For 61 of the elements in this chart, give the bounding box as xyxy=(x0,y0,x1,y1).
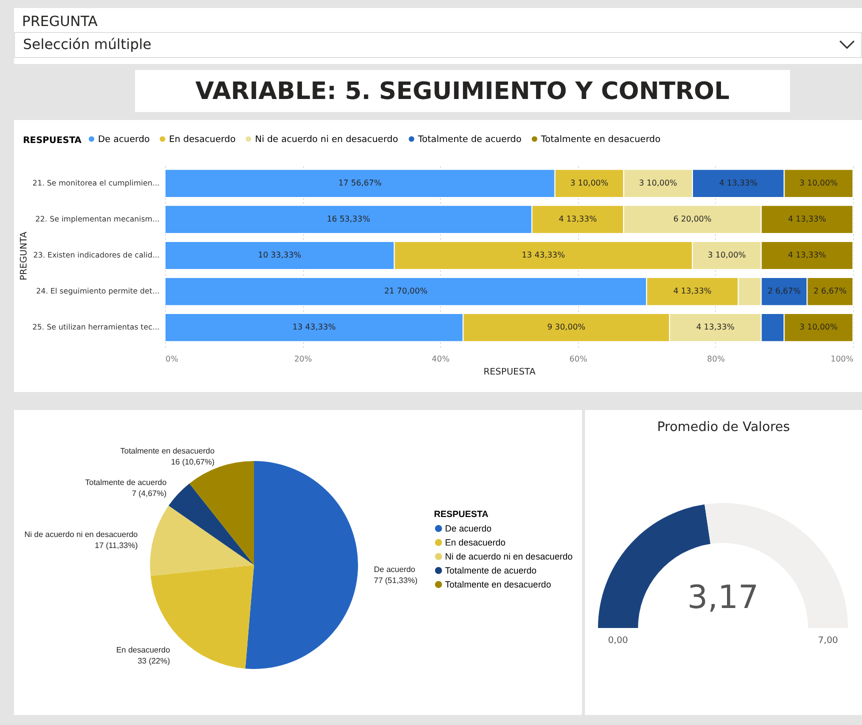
legend-label: Totalmente de acuerdo xyxy=(417,134,522,145)
x-tick-label: 40% xyxy=(432,354,450,364)
data-label: 4 13,33% xyxy=(788,214,827,224)
x-tick-label: 60% xyxy=(569,354,588,364)
slice-label: Ni de acuerdo ni en desacuerdo xyxy=(24,530,138,540)
text: VARIABLE: 5. SEGUIMIENTO Y CONTROL xyxy=(135,70,790,112)
data-label: 3 10,00% xyxy=(799,322,838,332)
data-label: 4 13,33% xyxy=(558,214,598,224)
data-label: 6 20,00% xyxy=(673,214,712,224)
data-label: 4 13,33% xyxy=(788,250,827,260)
legend-label: De acuerdo xyxy=(445,524,492,534)
legend-title: RESPUESTA xyxy=(23,136,82,146)
data-label: 2 6,67% xyxy=(814,286,847,296)
slice-label: Totalmente en desacuerdo xyxy=(120,446,216,456)
data-label: 16 53,33% xyxy=(326,214,370,224)
legend-label: En desacuerdo xyxy=(169,134,236,145)
legend-label: Ni de acuerdo ni en desacuerdo xyxy=(255,134,399,145)
legend-title: RESPUESTA xyxy=(434,509,489,519)
slice-label: En desacuerdo xyxy=(116,646,171,655)
data-label: 2 6,67% xyxy=(768,286,802,296)
chart-title: Promedio de Valores xyxy=(657,420,790,435)
data-label: 4 13,33% xyxy=(696,322,735,332)
legend-label: Ni de acuerdo ni en desacuerdo xyxy=(445,552,573,562)
legend-label: Totalmente de acuerdo xyxy=(445,566,537,576)
pie-slice xyxy=(150,506,254,576)
text: 0,00 xyxy=(608,636,628,646)
legend-label: En desacuerdo xyxy=(445,538,506,548)
data-label: 16 (10,67%) xyxy=(170,458,215,467)
pie-slice xyxy=(245,461,358,669)
data-label: 77 (51,33%) xyxy=(374,576,418,586)
data-label: 10 33,33% xyxy=(258,250,302,260)
slice-label: Totalmente de acuerdo xyxy=(85,478,168,487)
pie-slice xyxy=(168,483,254,565)
data-label: 13 43,33% xyxy=(292,322,336,332)
data-label: 21 70,00% xyxy=(384,286,428,296)
data-label: 4 13,33% xyxy=(719,178,758,188)
text: Selección múltiple xyxy=(23,37,152,53)
x-axis-title: RESPUESTA xyxy=(483,368,536,378)
data-label: 9 30,00% xyxy=(547,322,586,332)
data-label: 7 (4,67%) xyxy=(132,488,167,498)
slice-label: De acuerdo xyxy=(374,565,416,574)
data-label: 3 10,00% xyxy=(708,250,746,260)
legend-label: Totalmente en desacuerdo xyxy=(445,580,552,590)
text: 7,00 xyxy=(818,636,838,646)
y-axis-title: PREGUNTA xyxy=(19,230,30,280)
data-label: 17 56,67% xyxy=(338,178,382,188)
x-tick-label: 0% xyxy=(166,354,179,364)
legend-label: Totalmente en desacuerdo xyxy=(540,134,661,145)
data-label: 3 10,00% xyxy=(639,178,678,188)
data-label: 3 10,00% xyxy=(800,178,838,188)
text: PREGUNTA xyxy=(21,13,99,32)
x-tick-label: 20% xyxy=(294,354,312,364)
data-label: 4 13,33% xyxy=(673,286,712,296)
x-tick-label: 100% xyxy=(830,354,854,364)
data-label: 17 (11,33%) xyxy=(94,541,138,550)
data-label: 13 43,33% xyxy=(522,250,566,260)
data-label: 33 (22%) xyxy=(138,656,170,666)
data-label: 3 10,00% xyxy=(570,178,609,188)
x-tick-label: 80% xyxy=(707,354,726,364)
legend-label: De acuerdo xyxy=(98,134,150,145)
data-label: 3,17 xyxy=(687,578,759,616)
